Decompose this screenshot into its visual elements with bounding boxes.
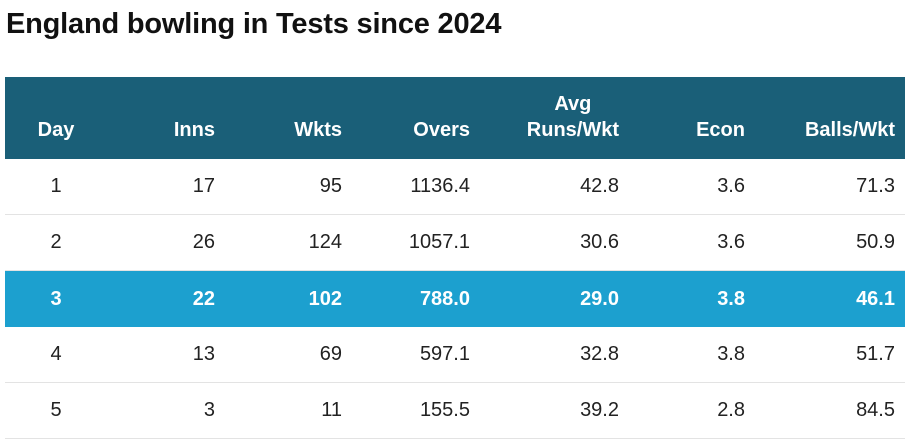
table-cell: 17 [192,175,215,197]
table-cell: 95 [319,175,342,197]
column-header-label: Econ [696,117,745,143]
column-header-label: Wkts [294,117,342,143]
table-row-highlighted: 3 22 102 788.0 29.0 3.8 46.1 [5,271,905,327]
column-header: Wkts [215,117,342,143]
column-header-line: Overs [413,119,470,141]
column-header: Day [5,117,107,143]
table-cell: 3 [203,399,215,421]
column-header-line: Balls/Wkt [804,119,895,141]
table-cell: 39.2 [580,399,619,421]
table-cell: 29.0 [580,287,619,310]
table-cell: 597.1 [419,343,470,365]
table-cell: 2 [50,231,62,253]
table-row: 2 26 124 1057.1 30.6 3.6 50.9 [5,215,905,271]
table-cell: 3.8 [717,287,745,310]
column-header-label: Day [38,117,75,143]
column-header-line: Wkts [294,119,342,141]
table-cell: 155.5 [419,399,470,421]
table-cell: 26 [192,231,215,253]
table-cell: 4 [50,343,62,365]
table-cell: 51.7 [856,343,895,365]
column-header-line: Runs/Wkt [526,119,619,141]
table-cell: 71.3 [856,175,895,197]
column-header: Overs [342,117,470,143]
table-cell: 69 [319,343,342,365]
stats-table: Day Inns Wkts Overs Avg Runs/Wkt Econ Balls/Wkt… [5,77,905,439]
table-cell: 3.6 [717,175,745,197]
table-cell: 124 [308,231,342,253]
table-cell: 3.8 [717,343,745,365]
table-cell: 11 [321,399,342,421]
column-header-label: Balls/Wkt [805,117,895,143]
table-cell: 84.5 [856,399,895,421]
table-cell: 30.6 [580,231,619,253]
page-title: England bowling in Tests since 2024 [6,8,502,40]
table-row: 4 13 69 597.1 32.8 3.8 51.7 [5,327,905,383]
table-cell: 3 [50,287,62,310]
column-header-line: Econ [696,119,745,141]
table-cell: 1057.1 [408,231,470,253]
table-cell: 22 [192,287,215,310]
column-header-label: Overs [413,117,470,143]
table-body: 1 17 95 1136.4 42.8 3.6 71.3 2 26 124 1057.1 30.6 3.… [5,159,905,439]
table-cell: 1 [50,175,62,197]
table-cell: 42.8 [580,175,619,197]
table-cell: 102 [308,287,342,310]
column-header-label: Inns [174,117,215,143]
table-cell: 32.8 [580,343,619,365]
column-header: Balls/Wkt [745,117,895,143]
table-cell: 3.6 [717,231,745,253]
table-cell: 13 [192,343,215,365]
table-header-row: Day Inns Wkts Overs Avg Runs/Wkt Econ Balls/Wkt [5,77,905,159]
table-cell: 5 [50,399,62,421]
column-header: Inns [107,117,215,143]
column-header-line: Avg [554,93,592,115]
table-row: 1 17 95 1136.4 42.8 3.6 71.3 [5,159,905,215]
column-header-line: Day [37,119,75,141]
table-cell: 50.9 [856,231,895,253]
column-header-label: Avg Runs/Wkt [527,91,619,143]
table-cell: 2.8 [717,399,745,421]
column-header: Econ [619,117,745,143]
table-cell: 1136.4 [410,175,470,197]
table-cell: 46.1 [856,287,895,310]
column-header-line: Inns [173,119,215,141]
table-cell: 788.0 [419,287,470,310]
table-row: 5 3 11 155.5 39.2 2.8 84.5 [5,383,905,439]
column-header: Avg Runs/Wkt [470,91,619,143]
